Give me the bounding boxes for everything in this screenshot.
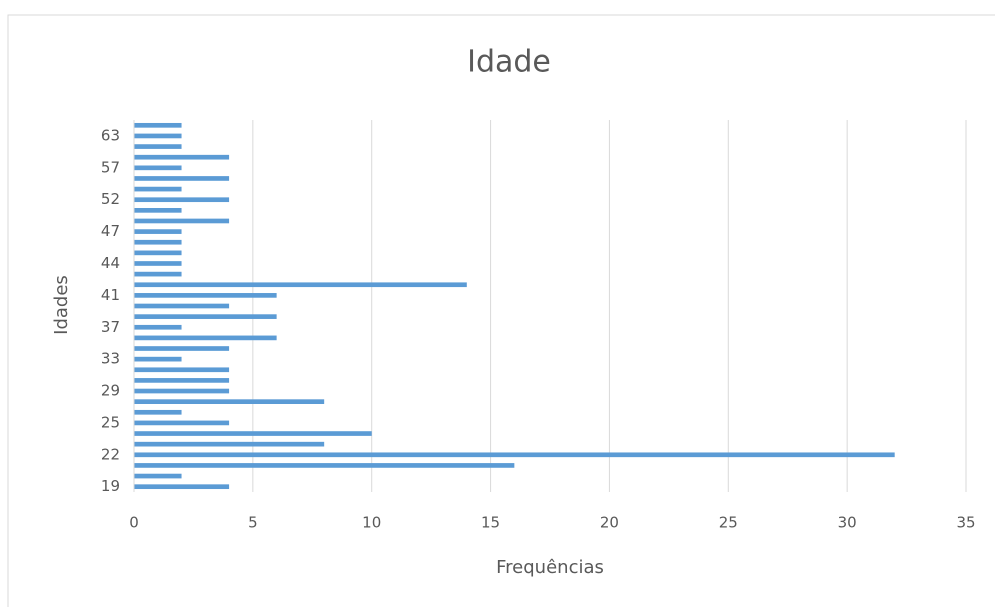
y-tick-label: 44 <box>101 254 120 272</box>
x-tick-label: 30 <box>838 514 857 532</box>
bar <box>134 441 325 447</box>
bar <box>134 133 182 139</box>
bar <box>134 176 230 181</box>
y-tick-label: 29 <box>101 382 120 400</box>
y-tick-label: 25 <box>101 413 120 431</box>
bar <box>134 473 182 479</box>
bar <box>134 271 182 277</box>
bar <box>134 197 230 203</box>
bar <box>134 409 182 415</box>
y-tick-label: 52 <box>101 190 120 208</box>
x-tick-label: 5 <box>248 514 258 532</box>
bar <box>134 154 230 160</box>
bar <box>134 431 372 436</box>
bar <box>134 293 277 298</box>
bar <box>134 208 182 213</box>
chart-title: Idade <box>467 45 551 80</box>
bar <box>134 335 277 341</box>
bar <box>134 186 182 192</box>
bar <box>134 314 277 319</box>
bar <box>134 324 182 330</box>
y-tick-label: 41 <box>101 286 120 304</box>
bar <box>134 239 182 245</box>
bar <box>134 346 230 351</box>
bar <box>134 484 230 490</box>
x-tick-label: 35 <box>956 514 975 532</box>
bar <box>134 399 325 404</box>
x-tick-label: 15 <box>481 514 500 532</box>
bar <box>134 218 230 224</box>
bar <box>134 303 230 309</box>
bar <box>134 229 182 234</box>
bar <box>134 356 182 362</box>
chart-frame <box>7 14 995 607</box>
bar <box>134 122 182 128</box>
y-tick-label: 63 <box>101 126 120 144</box>
y-tick-label: 22 <box>101 445 120 463</box>
x-tick-label: 20 <box>600 514 619 532</box>
y-tick-label: 47 <box>101 222 120 240</box>
x-tick-label: 25 <box>719 514 738 532</box>
bar <box>134 144 182 149</box>
x-axis-label: Frequências <box>496 557 604 578</box>
bar <box>134 463 515 468</box>
bar <box>134 282 467 288</box>
y-axis-label: Idades <box>51 275 72 335</box>
x-tick-label: 10 <box>362 514 381 532</box>
y-tick-label: 57 <box>101 158 120 176</box>
bar <box>134 261 182 266</box>
x-tick-label: 0 <box>129 514 139 532</box>
bar <box>134 165 182 171</box>
bar <box>134 250 182 256</box>
bar <box>134 420 230 426</box>
bar <box>134 367 230 373</box>
bar <box>134 388 230 394</box>
y-tick-label: 19 <box>101 477 120 495</box>
bar <box>134 452 895 458</box>
y-tick-label: 33 <box>101 350 120 368</box>
y-tick-label: 37 <box>101 318 120 336</box>
bar <box>134 378 230 383</box>
